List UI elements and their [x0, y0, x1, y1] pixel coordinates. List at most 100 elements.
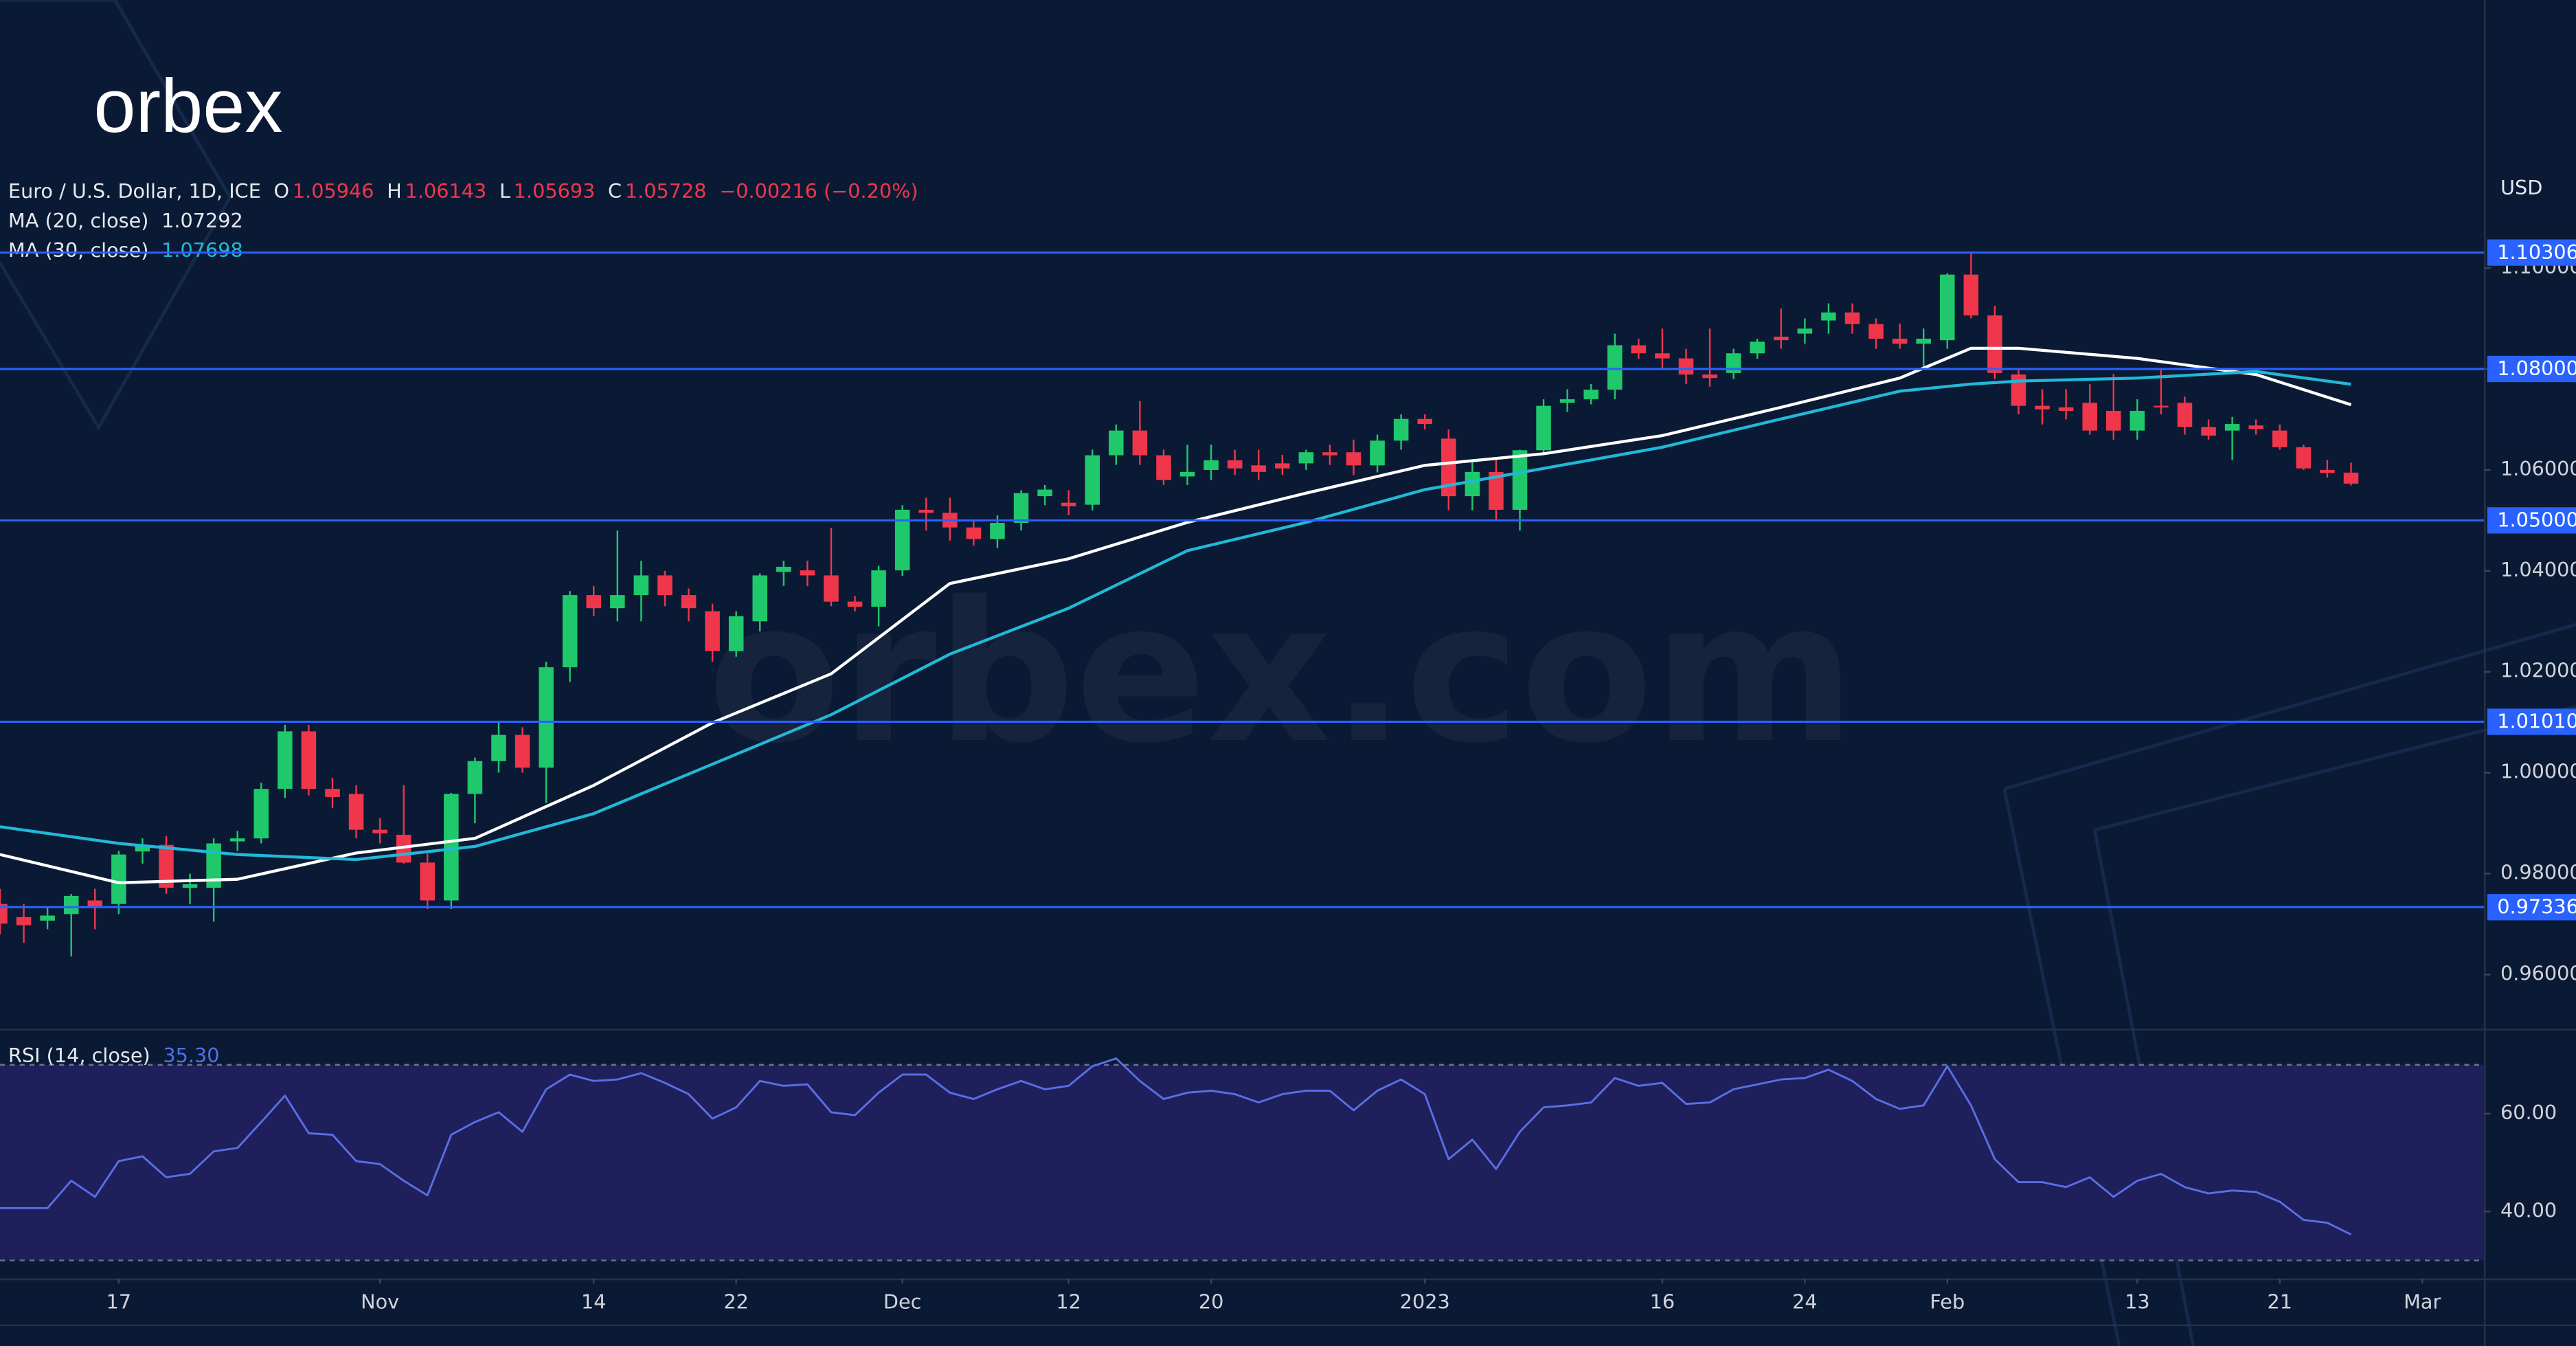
level-tag	[2487, 507, 2576, 534]
candle-body	[111, 854, 126, 904]
y-tick-label: 0.98000	[2500, 861, 2576, 884]
ma20-legend: MA (20, close) 1.07292	[8, 209, 243, 232]
candle-body	[1916, 338, 1931, 344]
deco-shape	[0, 0, 232, 431]
candle-body	[966, 527, 982, 539]
candle-body	[1179, 471, 1195, 477]
candle-body	[2248, 425, 2263, 429]
candle-body	[1963, 274, 1979, 316]
symbol-legend: Euro / U.S. Dollar, 1D, ICE O 1.05946 H 1.…	[8, 179, 918, 203]
level-label: 1.08000	[2497, 357, 2576, 380]
candle-body	[253, 789, 269, 839]
candle-body	[1465, 471, 1480, 497]
level-label: 1.10306	[2497, 240, 2576, 264]
candle-body	[2082, 403, 2097, 431]
candle-body	[1132, 430, 1148, 456]
x-tick-label: 12	[1056, 1290, 1081, 1314]
x-tick-label: Nov	[361, 1290, 399, 1314]
candle-body	[40, 915, 55, 921]
candle-body	[2320, 469, 2335, 473]
y-tick-label: 40.00	[2500, 1198, 2557, 1222]
candle-body	[1702, 374, 1717, 379]
candle-body	[1797, 328, 1813, 334]
candle-body	[1037, 489, 1052, 497]
candle-body	[1536, 405, 1551, 451]
x-tick-label: 22	[723, 1290, 749, 1314]
open-value: 1.05946	[293, 179, 374, 203]
candle-body	[1607, 345, 1623, 390]
candle-body	[2272, 430, 2287, 447]
ohlc-key: H	[387, 179, 402, 203]
candle-body	[325, 789, 340, 797]
candle-body	[610, 595, 625, 609]
candle-body	[1892, 338, 1908, 344]
candle-body	[776, 566, 791, 572]
candle-body	[159, 844, 174, 888]
candle-body	[301, 731, 317, 789]
x-tick-label: 13	[2125, 1290, 2150, 1314]
candle-body	[16, 917, 32, 926]
candle-body	[515, 734, 530, 768]
logo: orbex	[93, 64, 282, 148]
legend-value: 35.30	[163, 1044, 219, 1067]
candle-body	[1489, 471, 1504, 510]
candle-body	[539, 667, 554, 768]
symbol-title: Euro / U.S. Dollar, 1D, ICE	[8, 179, 261, 203]
candle-body	[586, 595, 602, 609]
candle-body	[562, 595, 578, 668]
candle-body	[2224, 424, 2240, 431]
high-value: 1.06143	[405, 179, 487, 203]
candle-body	[681, 595, 697, 609]
candle-body	[1346, 452, 1362, 466]
candle-body	[1631, 345, 1647, 354]
candle-body	[229, 838, 245, 842]
y-tick-label: 0.96000	[2500, 961, 2576, 985]
legend-name: MA (30, close)	[8, 238, 149, 262]
candle-body	[1821, 312, 1836, 321]
candle-body	[2154, 405, 2169, 408]
candle-body	[1441, 438, 1456, 497]
level-tag	[2487, 355, 2576, 383]
candle-body	[871, 570, 886, 607]
candle-body	[1156, 455, 1171, 480]
candle-body	[87, 900, 103, 908]
candle-body	[420, 862, 436, 901]
candle-body	[728, 616, 744, 651]
candle-body	[1251, 465, 1266, 472]
candle-body	[705, 611, 720, 651]
candle-body	[1844, 312, 1860, 324]
level-label: 1.01010	[2497, 710, 2576, 733]
low-value: 1.05693	[514, 179, 596, 203]
candle-body	[63, 895, 79, 915]
candle-body	[752, 575, 768, 622]
candle-body	[1678, 358, 1694, 375]
candle-body	[0, 904, 8, 924]
candle-body	[894, 509, 910, 571]
candle-body	[1275, 463, 1290, 469]
candle-body	[1370, 440, 1385, 466]
candle-body	[2177, 403, 2193, 427]
candle-body	[2011, 374, 2026, 406]
candle-body	[135, 844, 150, 852]
legend-value: 1.07698	[161, 238, 243, 262]
currency: USD	[2500, 176, 2542, 199]
candle-body	[444, 794, 459, 901]
level-tag	[2487, 708, 2576, 735]
candle-body	[824, 575, 839, 602]
watermark: orbex.com	[708, 560, 1855, 786]
x-tick-label: 17	[106, 1290, 132, 1314]
candle-body	[2296, 447, 2312, 469]
x-tick-label: 21	[2268, 1290, 2293, 1314]
ohlc-key: C	[608, 179, 622, 203]
close-value: 1.05728	[625, 179, 707, 203]
y-tick-label: 1.06000	[2500, 457, 2576, 480]
candle-body	[2129, 410, 2145, 431]
y-tick-label: 1.04000	[2500, 558, 2576, 581]
candle-body	[1774, 336, 1789, 341]
candle-body	[1940, 274, 1955, 341]
candle-body	[1227, 460, 1243, 469]
candle-body	[1322, 452, 1337, 456]
candle-body	[182, 884, 198, 888]
candle-body	[1204, 460, 1219, 470]
